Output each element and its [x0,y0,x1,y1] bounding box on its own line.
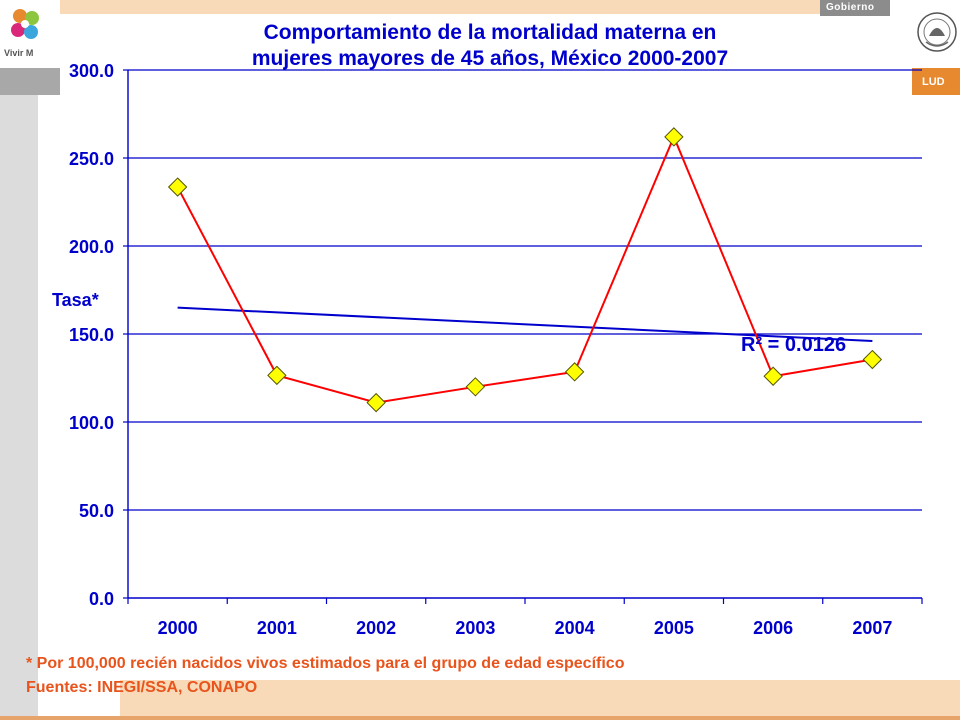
x-tick-marks [127,598,923,604]
x-tick-label: 2000 [158,618,198,638]
y-axis-label: Tasa* [52,290,99,310]
y-tick-label: 50.0 [79,501,114,521]
vivir-mejor-logo-icon [11,9,39,39]
chart-title-line1: Comportamiento de la mortalidad materna … [263,21,717,44]
bottom-band [120,680,960,720]
left-dark-band [0,68,60,95]
x-tick-labels: 2000 2001 2002 2003 2004 2005 2006 2007 [158,618,893,638]
y-tick-label: 0.0 [89,589,114,609]
mexico-seal-icon [917,12,957,52]
top-band [60,0,820,14]
data-point [564,362,585,382]
chart-title-line2: mujeres mayores de 45 años, México 2000-… [251,47,729,70]
x-tick-label: 2002 [356,618,396,638]
x-tick-label: 2006 [753,618,793,638]
y-tick-label: 100.0 [69,413,114,433]
data-point [167,177,188,197]
footnote-line2: Fuentes: INEGI/SSA, CONAPO [26,679,258,696]
salud-label: LUD [922,76,945,88]
x-tick-label: 2001 [257,618,297,638]
r-squared-label: R² = 0.0126 [741,334,846,356]
data-point [366,392,386,413]
salud-bar [912,68,960,95]
y-tick-label: 300.0 [69,61,114,81]
chart-title: Comportamiento de la mortalidad materna … [180,20,800,72]
y-tick-labels: 0.0 50.0 100.0 150.0 200.0 250.0 300.0 [69,61,114,609]
data-point [862,349,883,370]
data-point [465,377,486,397]
gov-strip [820,0,890,16]
series-line [176,134,873,404]
data-point [267,365,287,386]
data-point [763,366,783,386]
x-tick-label: 2004 [555,618,595,638]
x-tick-label: 2003 [455,618,495,638]
left-logo-text: Vivir M [4,48,34,58]
x-tick-label: 2007 [852,618,892,638]
footnote-line1: * Por 100,000 recién nacidos vivos estim… [26,655,625,672]
data-point [664,127,684,147]
gov-label: Gobierno [826,2,875,13]
y-tick-label: 150.0 [69,325,114,345]
x-tick-label: 2005 [654,618,694,638]
bottom-line [0,716,960,720]
left-band [0,95,38,720]
footnote: * Por 100,000 recién nacidos vivos estim… [26,652,624,700]
series-markers [167,127,883,413]
grid-lines [123,69,922,599]
y-tick-label: 250.0 [69,149,114,169]
y-tick-label: 200.0 [69,237,114,257]
